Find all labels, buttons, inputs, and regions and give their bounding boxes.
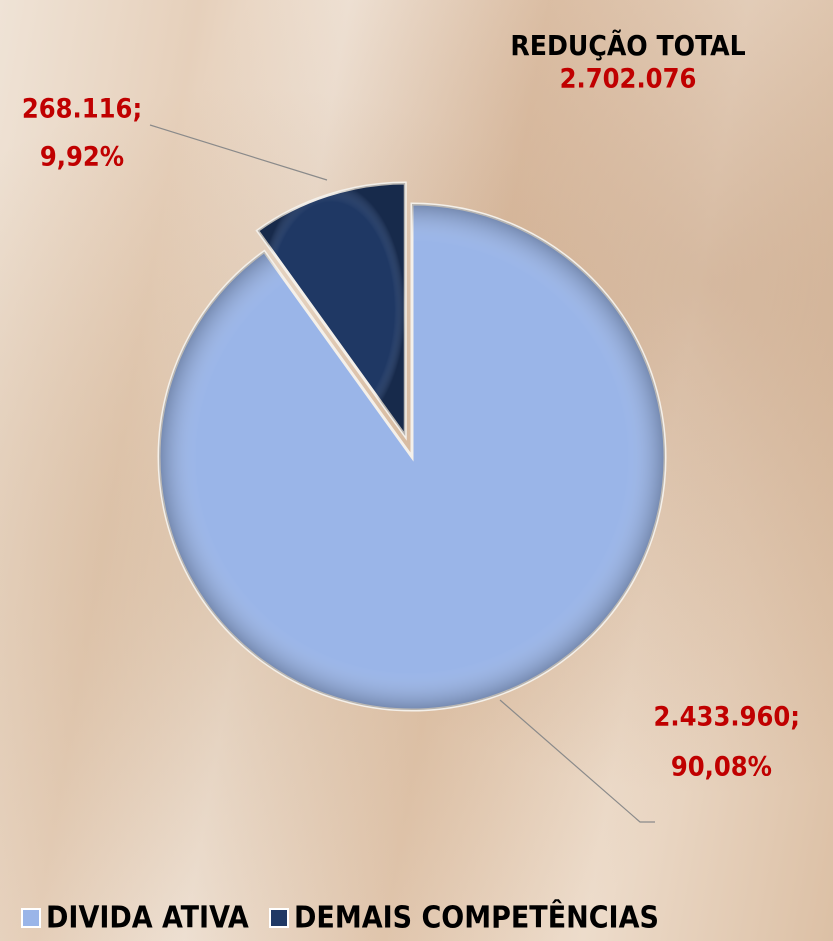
leader-line — [149, 124, 328, 181]
pie-slice — [157, 202, 667, 712]
legend-label: DIVIDA ATIVA — [46, 901, 249, 936]
chart-title: REDUÇÃO TOTAL — [510, 28, 745, 62]
legend-swatch — [269, 908, 289, 928]
data-label: 268.116; — [22, 94, 142, 125]
leader-line — [499, 699, 655, 823]
legend-label: DEMAIS COMPETÊNCIAS — [294, 900, 659, 936]
chart-subtitle: 2.702.076 — [560, 64, 697, 95]
legend-swatch — [21, 908, 41, 928]
percent-label: 9,92% — [40, 142, 124, 173]
percent-label: 90,08% — [671, 752, 772, 783]
data-label: 2.433.960; — [654, 702, 800, 733]
